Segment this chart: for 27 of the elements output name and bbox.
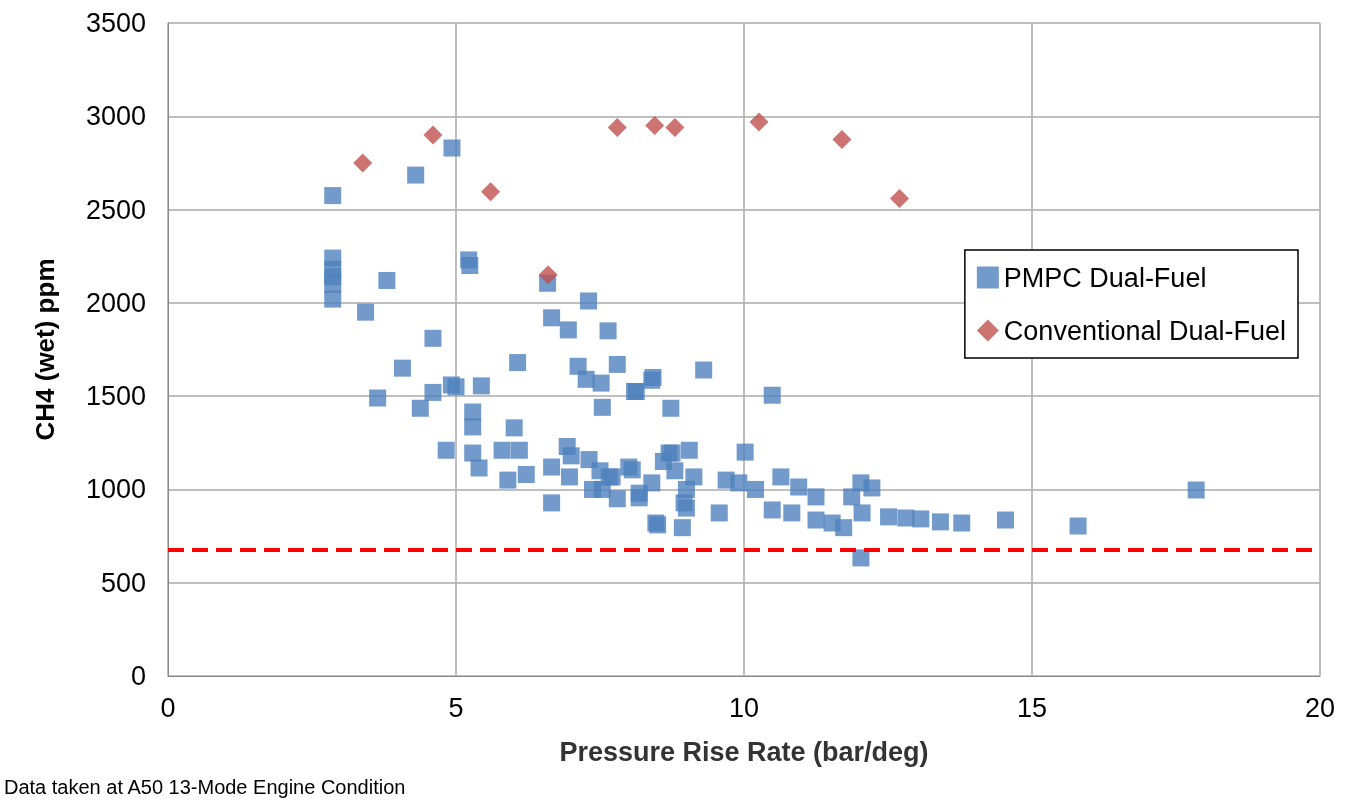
x-tick-label: 20 — [1304, 692, 1336, 723]
legend-label: Conventional Dual-Fuel — [1003, 315, 1286, 346]
point — [481, 182, 501, 202]
x-axis-title: Pressure Rise Rate (bar/deg) — [559, 736, 929, 767]
point — [890, 188, 910, 208]
y-axis-title: CH4 (wet) ppm — [30, 258, 60, 441]
x-tick-label: 15 — [1016, 692, 1048, 723]
text: Data taken at A50 13-Mode Engine Condition — [4, 776, 406, 798]
y-tick-label: 2500 — [85, 194, 146, 225]
point — [832, 130, 852, 150]
x-tick-label: 5 — [448, 692, 464, 723]
point — [423, 125, 443, 145]
y-tick-label: 1000 — [85, 474, 146, 505]
y-tick-label: 500 — [100, 567, 146, 598]
y-tick-label: 0 — [130, 661, 146, 691]
point — [645, 116, 665, 136]
y-tick-label: 3500 — [85, 8, 146, 38]
y-tick-label: 3000 — [85, 101, 146, 132]
point — [353, 153, 373, 173]
y-tick-label: 1500 — [85, 381, 146, 412]
legend-label: PMPC Dual-Fuel — [1003, 262, 1207, 293]
point — [607, 117, 627, 137]
point — [665, 117, 685, 137]
y-tick-label: 2000 — [85, 287, 146, 318]
x-tick-label: 0 — [160, 692, 176, 723]
point — [749, 112, 769, 132]
x-tick-label: 10 — [728, 692, 760, 723]
